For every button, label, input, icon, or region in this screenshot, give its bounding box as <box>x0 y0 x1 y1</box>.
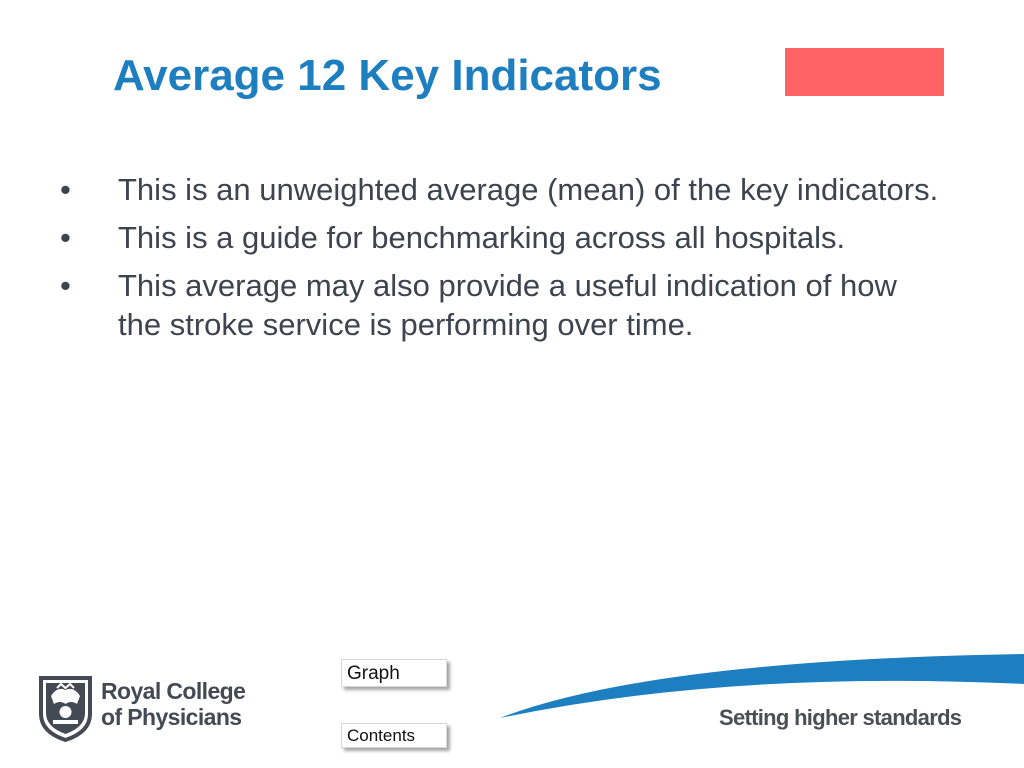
bullet-text: This average may also provide a useful i… <box>118 268 897 342</box>
brand-swoosh <box>500 654 1024 718</box>
graph-button[interactable]: Graph <box>341 659 447 687</box>
bullet-list: • This is an unweighted average (mean) o… <box>60 170 940 353</box>
bullet-text: This is a guide for benchmarking across … <box>118 220 846 255</box>
status-indicator <box>785 48 944 96</box>
bullet-item: • This average may also provide a useful… <box>60 266 940 344</box>
bullet-item: • This is a guide for benchmarking acros… <box>60 218 940 257</box>
bullet-text: This is an unweighted average (mean) of … <box>118 172 939 207</box>
logo-line-2: of Physicians <box>101 704 242 730</box>
rcp-crest-icon <box>39 676 92 742</box>
contents-button[interactable]: Contents <box>341 723 447 748</box>
bullet-icon: • <box>60 220 71 255</box>
bullet-icon: • <box>60 172 71 207</box>
rcp-logo: Royal College of Physicians <box>37 674 257 746</box>
bullet-icon: • <box>60 268 71 303</box>
logo-line-1: Royal College <box>101 678 246 704</box>
bullet-item: • This is an unweighted average (mean) o… <box>60 170 940 209</box>
slide-title: Average 12 Key Indicators <box>113 51 662 100</box>
tagline: Setting higher standards <box>719 705 962 730</box>
